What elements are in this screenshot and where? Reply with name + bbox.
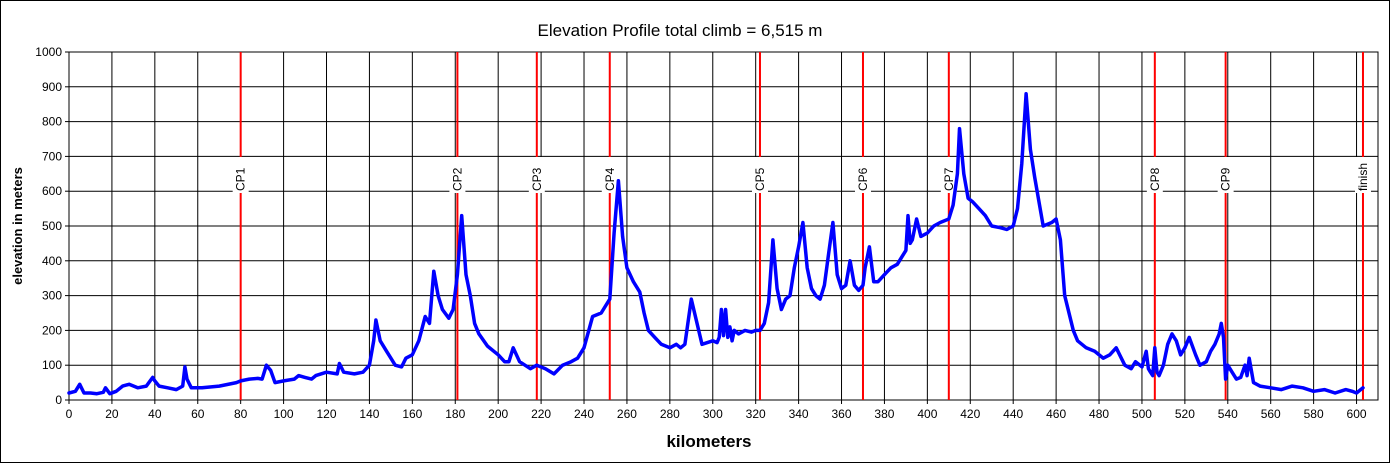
x-tick-label: 580 — [1304, 407, 1324, 421]
y-tick-label: 1000 — [35, 45, 62, 59]
x-tick-label: 480 — [1089, 407, 1109, 421]
y-tick-label: 500 — [42, 219, 62, 233]
x-tick-label: 340 — [789, 407, 809, 421]
y-tick-label: 300 — [42, 289, 62, 303]
x-tick-label: 460 — [1046, 407, 1066, 421]
x-tick-label: 440 — [1003, 407, 1023, 421]
x-tick-label: 80 — [234, 407, 248, 421]
chart-title: Elevation Profile total climb = 6,515 m — [538, 21, 823, 40]
x-tick-label: 0 — [66, 407, 73, 421]
x-tick-label: 240 — [574, 407, 594, 421]
y-tick-label: 200 — [42, 323, 62, 337]
y-tick-label: 100 — [42, 358, 62, 372]
x-tick-label: 40 — [148, 407, 162, 421]
checkpoint-label: CP8 — [1148, 167, 1162, 191]
x-tick-label: 560 — [1261, 407, 1281, 421]
grid-lines — [68, 51, 1379, 401]
checkpoint-label-bg — [940, 157, 957, 193]
x-tick-label: 180 — [445, 407, 465, 421]
checkpoint-label-bg — [1217, 157, 1234, 193]
elevation-series — [67, 92, 1365, 396]
checkpoint-markers: CP1 CP2 CP3 CP4 CP5 CP6 CP7 CP8 CP9 finish — [232, 52, 1371, 400]
x-tick-label: 140 — [359, 407, 379, 421]
x-tick-label: 280 — [660, 407, 680, 421]
x-tick-label: 120 — [316, 407, 336, 421]
x-tick-label: 160 — [402, 407, 422, 421]
checkpoint-label-bg — [232, 157, 249, 193]
x-tick-label: 520 — [1175, 407, 1195, 421]
y-tick-label: 600 — [42, 184, 62, 198]
x-tick-label: 360 — [832, 407, 852, 421]
checkpoint-label-bg — [1354, 157, 1371, 193]
checkpoint-label: finish — [1356, 163, 1370, 191]
checkpoint-label: CP2 — [450, 167, 464, 191]
checkpoint-label: CP5 — [753, 167, 767, 191]
y-tick-label: 800 — [42, 115, 62, 129]
x-tick-label: 20 — [105, 407, 119, 421]
y-tick-label: 900 — [42, 80, 62, 94]
y-axis-label: elevation in meters — [10, 167, 25, 285]
checkpoint-label: CP9 — [1219, 167, 1233, 191]
checkpoint-label: CP3 — [530, 167, 544, 191]
x-tick-label: 320 — [746, 407, 766, 421]
checkpoint-label-bg — [528, 157, 545, 193]
x-tick-label: 400 — [917, 407, 937, 421]
x-tick-label: 600 — [1347, 407, 1367, 421]
checkpoint-label-bg — [751, 157, 768, 193]
axis-ticks: 0 100 200 300 400 500 600 700 800 900 1000 0 20 40 60 8… — [35, 45, 1367, 421]
y-tick-label: 0 — [55, 393, 62, 407]
x-tick-label: 60 — [191, 407, 205, 421]
x-axis-label: kilometers — [666, 432, 751, 451]
x-tick-label: 260 — [617, 407, 637, 421]
checkpoint-label: CP4 — [603, 167, 617, 191]
x-tick-label: 380 — [874, 407, 894, 421]
checkpoint-label-bg — [854, 157, 871, 193]
x-tick-label: 200 — [488, 407, 508, 421]
x-tick-label: 540 — [1218, 407, 1238, 421]
y-tick-label: 400 — [42, 254, 62, 268]
x-tick-label: 220 — [531, 407, 551, 421]
checkpoint-label-bg — [1146, 157, 1163, 193]
x-tick-label: 100 — [274, 407, 294, 421]
x-tick-label: 420 — [960, 407, 980, 421]
y-tick-label: 700 — [42, 149, 62, 163]
checkpoint-label: CP6 — [856, 167, 870, 191]
checkpoint-label-bg — [449, 157, 466, 193]
x-tick-label: 300 — [703, 407, 723, 421]
checkpoint-label: CP7 — [942, 167, 956, 191]
elevation-line — [67, 92, 1365, 396]
x-tick-label: 500 — [1132, 407, 1152, 421]
checkpoint-label: CP1 — [234, 167, 248, 191]
checkpoint-label-bg — [601, 157, 618, 193]
